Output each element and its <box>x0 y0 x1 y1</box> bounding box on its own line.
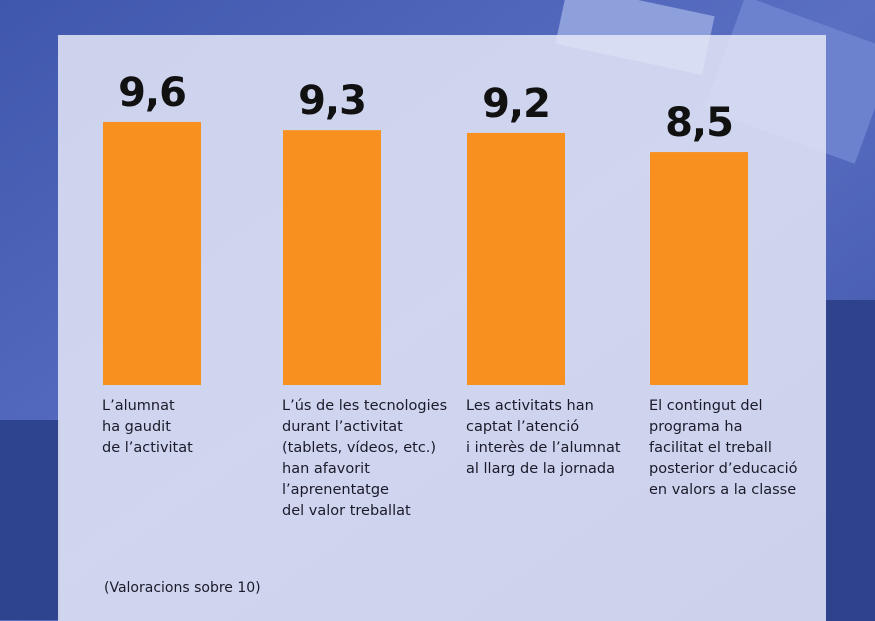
bar <box>103 121 201 386</box>
bar <box>283 130 381 385</box>
value-label: 9,3 <box>298 78 367 125</box>
value-label: 8,5 <box>665 100 734 147</box>
value-label: 9,2 <box>482 80 551 127</box>
bar <box>650 152 748 385</box>
category-label: Les activitats han captat l’atenció i in… <box>466 398 621 477</box>
decor <box>0 420 60 620</box>
plot-area <box>103 121 748 386</box>
category-label: L’alumnat ha gaudit de l’activitat <box>102 398 193 456</box>
decor <box>826 300 875 621</box>
category-label: L’ús de les tecnologies durant l’activit… <box>282 398 448 519</box>
category-label: El contingut del programa ha facilitat e… <box>649 398 798 498</box>
value-label: 9,6 <box>118 69 187 116</box>
note: (Valoracions sobre 10) <box>104 580 261 596</box>
bar <box>467 132 565 385</box>
